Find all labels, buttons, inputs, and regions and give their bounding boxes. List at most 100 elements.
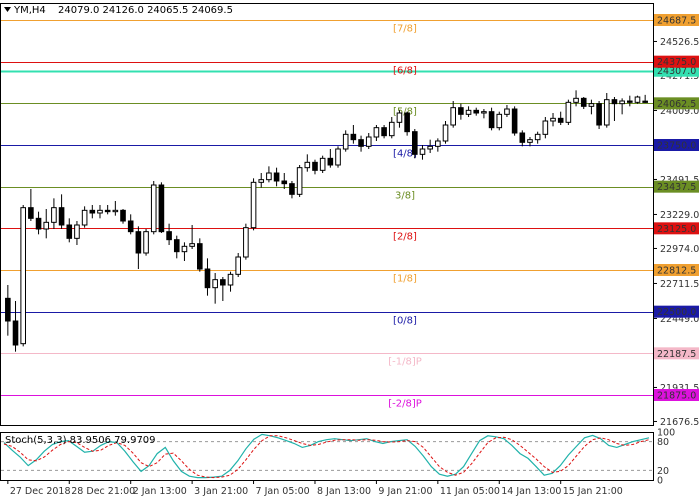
- candle-body: [481, 111, 487, 114]
- x-tick-label: 8 Jan 13:00: [317, 486, 371, 497]
- price-badge: [654, 264, 699, 276]
- y-tick-label: 21676.5: [660, 417, 699, 428]
- candle-body: [335, 148, 341, 166]
- candle-body: [28, 207, 34, 219]
- candle-body: [634, 96, 641, 103]
- candle-body: [12, 320, 19, 346]
- triangle-down-icon[interactable]: [4, 7, 11, 12]
- price-badge-label: 23750.0: [657, 141, 696, 152]
- candle-body: [412, 131, 418, 155]
- stoch-main-line: [3, 433, 650, 479]
- candle-body: [281, 180, 288, 185]
- candle-body: [20, 207, 26, 345]
- candle-body: [51, 207, 57, 223]
- candle-body: [89, 209, 96, 214]
- candle-body: [220, 279, 226, 286]
- candle-body: [204, 268, 211, 289]
- price-badge-label: 24375.0: [657, 57, 696, 68]
- candle-body: [319, 157, 326, 171]
- stoch-tick-label: 20: [657, 466, 669, 477]
- candle-body: [565, 101, 572, 123]
- candle-body: [435, 140, 441, 147]
- candle-body: [465, 109, 472, 115]
- candle-body: [350, 133, 357, 141]
- y-tick-label: 24009.0: [660, 106, 699, 117]
- candle-body: [342, 133, 349, 150]
- candle-body: [227, 273, 234, 286]
- candle-body: [534, 133, 541, 141]
- x-tick-label: 15 Jan 21:00: [563, 486, 623, 497]
- x-tick-label: 27 Dec 2018: [10, 486, 71, 497]
- price-badge-label: 23437.5: [657, 182, 696, 193]
- price-badge: [654, 389, 699, 401]
- candle-body: [373, 127, 380, 138]
- price-badge: [654, 97, 699, 110]
- stoch-signal-line: [3, 435, 650, 479]
- y-tick-label: 23491.5: [660, 175, 699, 186]
- y-tick-label: 22449.0: [660, 314, 699, 325]
- y-tick-label: 21931.5: [660, 383, 699, 394]
- y-tick-label: 22711.5: [660, 279, 699, 290]
- stoch-tick-label: 80: [657, 437, 669, 448]
- y-tick-label: 22974.0: [660, 244, 699, 255]
- candle-body: [289, 183, 295, 195]
- chart-header: YM,H4 24079.0 24126.0 24065.5 24069.5: [4, 5, 233, 16]
- x-tick-label: 2 Jan 13:00: [133, 486, 187, 497]
- price-badge: [654, 222, 699, 235]
- level-label: [1/8]: [393, 274, 417, 285]
- candle-body: [603, 99, 610, 126]
- candle-body: [166, 231, 172, 241]
- candle-body: [173, 239, 180, 253]
- stoch-tick-label: 100: [657, 428, 675, 439]
- murrey-levels: [7/8] [6/8] [5/8] [4/8] 3/8] [2/8] [1/8] [0/8] […: [0, 3, 654, 426]
- price-axis: 24526.524271.524009.023491.523229.022974…: [653, 14, 699, 428]
- candle-body: [243, 227, 249, 258]
- x-tick-label: 14 Jan 13:00: [501, 486, 561, 497]
- time-axis: 27 Dec 2018 28 Dec 21:002 Jan 13:00 3 Jan …: [7, 480, 623, 497]
- symbol-label: YM,H4: [13, 5, 46, 16]
- level-label: 3/8]: [395, 191, 415, 202]
- level-label: [-1/8]P: [388, 357, 422, 368]
- ohlc-readout: 24079.0 24126.0 24065.5 24069.5: [58, 5, 233, 16]
- candle-body: [596, 103, 602, 126]
- candle-body: [158, 184, 165, 233]
- stoch-frame: [0, 432, 654, 481]
- candle-body: [74, 224, 80, 239]
- x-tick-label: 28 Dec 21:00: [71, 486, 135, 497]
- candle-body: [150, 184, 157, 233]
- candle-body: [365, 136, 372, 147]
- price-badge: [654, 55, 699, 68]
- level-label: [4/8]: [393, 149, 417, 160]
- level-label: [7/8]: [393, 24, 417, 35]
- x-tick-label: 9 Jan 21:00: [378, 486, 432, 497]
- candle-body: [127, 220, 134, 233]
- y-tick-label: 24526.5: [660, 37, 699, 48]
- main-frame: [0, 3, 654, 426]
- candle-body: [527, 139, 533, 143]
- candle-body: [112, 209, 119, 213]
- candle-body: [580, 97, 587, 107]
- price-badge: [654, 64, 699, 77]
- candle-body: [573, 97, 579, 103]
- candle-body: [304, 161, 311, 169]
- candle-body: [181, 245, 188, 253]
- level-label: [-2/8]P: [388, 399, 422, 410]
- candle-body: [381, 127, 387, 137]
- candle-body: [611, 99, 618, 105]
- price-badge-label: 22812.5: [657, 266, 696, 277]
- level-label: [5/8]: [393, 107, 417, 118]
- candle-body: [81, 209, 88, 226]
- candle-body: [557, 117, 564, 123]
- price-badge-label: 24062.5: [657, 99, 696, 110]
- candle-body: [104, 209, 111, 213]
- candle-body: [450, 107, 456, 126]
- candle-body: [250, 181, 257, 229]
- level-label: [2/8]: [393, 232, 417, 243]
- candle-body: [358, 139, 364, 147]
- candle-body: [143, 231, 149, 254]
- candle-body: [504, 108, 510, 115]
- candle-body: [327, 157, 334, 166]
- candle-body: [550, 117, 556, 122]
